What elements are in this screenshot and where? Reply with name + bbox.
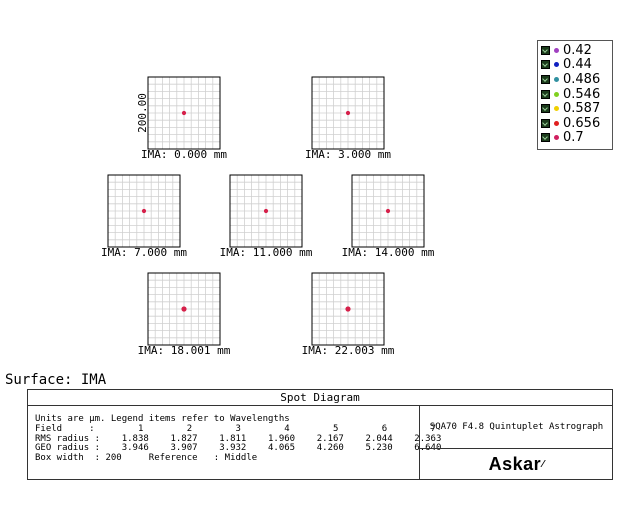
system-name: SQA70 F4.8 Quintuplet Astrograph (420, 405, 613, 449)
legend-checkbox-icon[interactable] (541, 104, 550, 114)
brand-mark-icon: ⁄ (542, 459, 545, 470)
field-label: IMA: 18.001 mm (138, 344, 231, 357)
info-box-width-line: Box width : 200 Reference : Middle (35, 453, 258, 464)
legend-label: 0.42 (563, 42, 592, 58)
legend-color-dot-icon (554, 106, 559, 112)
legend-label: 0.7 (563, 130, 584, 146)
legend-checkbox-icon[interactable] (541, 60, 550, 70)
legend-item[interactable]: 0.44 (538, 57, 612, 73)
info-text: Units are µm. Legend items refer to Wave… (35, 414, 442, 464)
legend-color-dot-icon (554, 120, 559, 126)
info-field-line: Field : 1 2 3 4 5 6 7 (35, 423, 436, 434)
spot-plot: IMA: 22.003 mm (302, 272, 395, 357)
field-label: IMA: 0.000 mm (141, 148, 227, 161)
spot-point (181, 306, 187, 312)
spot-point (345, 306, 351, 312)
legend-label: 0.587 (563, 101, 601, 117)
spot-box (147, 272, 221, 346)
legend-item[interactable]: 0.546 (538, 87, 612, 102)
spot-diagram-canvas: IMA: 0.000 mm 200.00 IMA: 3.000 mm IMA: 7.0… (101, 76, 435, 357)
field-label: IMA: 22.003 mm (302, 344, 395, 357)
legend-label: 0.546 (563, 86, 601, 102)
info-units-line: Units are µm. Legend items refer to Wave… (35, 414, 290, 424)
legend-checkbox-icon[interactable] (541, 74, 550, 84)
legend-color-dot-icon (554, 47, 559, 53)
spot-plot: IMA: 7.000 mm (101, 174, 187, 259)
field-label: IMA: 11.000 mm (220, 246, 313, 259)
info-divider (419, 405, 420, 480)
legend-color-dot-icon (554, 135, 559, 141)
legend-checkbox-icon[interactable] (541, 89, 550, 99)
spot-box (107, 174, 181, 248)
legend-label: 0.656 (563, 115, 601, 131)
spot-plot: IMA: 18.001 mm (138, 272, 231, 357)
legend-color-dot-icon (554, 91, 559, 97)
spot-grid (148, 77, 220, 149)
surface-title: Surface: IMA (5, 372, 107, 388)
spot-plot: IMA: 3.000 mm (305, 76, 391, 161)
wavelength-legend: 0.42 0.44 0.486 0.546 0.587 0.656 0.7 (537, 40, 613, 150)
brand-text: Askar (488, 454, 542, 474)
legend-label: 0.486 (563, 71, 601, 87)
spot-point (263, 208, 269, 214)
legend-item[interactable]: 0.486 (538, 72, 612, 87)
field-label: IMA: 7.000 mm (101, 246, 187, 259)
field-label: IMA: 14.000 mm (342, 246, 435, 259)
legend-item[interactable]: 0.587 (538, 101, 612, 116)
spot-grid (352, 175, 424, 247)
spot-point (345, 110, 351, 116)
spot-plot: IMA: 14.000 mm (342, 174, 435, 259)
brand-logo: Askar ⁄ (420, 449, 613, 480)
spot-box (311, 76, 385, 150)
legend-color-dot-icon (554, 62, 559, 68)
info-rms-line: RMS radius : 1.838 1.827 1.811 1.960 2.1… (35, 433, 442, 444)
legend-item[interactable]: 0.42 (538, 43, 612, 58)
spot-point (141, 208, 147, 214)
field-label: IMA: 3.000 mm (305, 148, 391, 161)
legend-checkbox-icon[interactable] (541, 133, 550, 143)
spot-box (229, 174, 303, 248)
info-header: Spot Diagram (28, 390, 612, 406)
legend-item[interactable]: 0.7 (538, 130, 612, 146)
info-panel: Spot Diagram Units are µm. Legend items … (27, 389, 613, 480)
spot-grid (312, 77, 384, 149)
scale-label: 200.00 (136, 93, 149, 133)
legend-checkbox-icon[interactable] (541, 45, 550, 55)
spot-box (147, 76, 221, 150)
spot-box (311, 272, 385, 346)
spot-plot: IMA: 0.000 mm 200.00 (136, 76, 227, 161)
spot-point (385, 208, 391, 214)
legend-item[interactable]: 0.656 (538, 116, 612, 131)
legend-color-dot-icon (554, 76, 559, 82)
spot-grid (108, 175, 180, 247)
legend-label: 0.44 (563, 57, 592, 73)
spot-box (351, 174, 425, 248)
legend-checkbox-icon[interactable] (541, 118, 550, 128)
spot-point (181, 110, 187, 116)
spot-plot: IMA: 11.000 mm (220, 174, 313, 259)
